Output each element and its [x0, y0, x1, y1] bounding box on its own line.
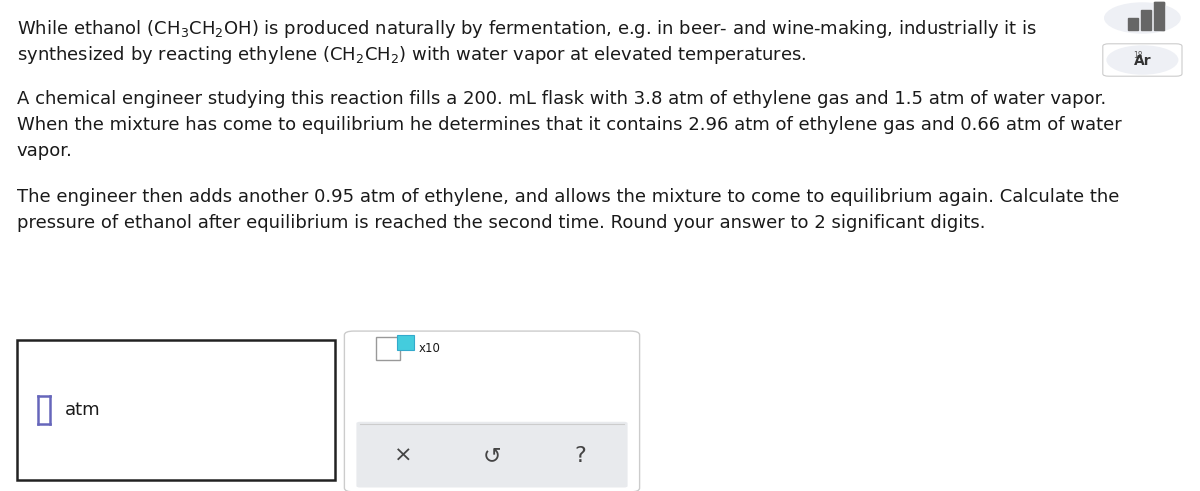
Text: 18: 18	[1133, 51, 1142, 60]
FancyBboxPatch shape	[1154, 1, 1164, 30]
Text: ↺: ↺	[482, 446, 502, 466]
Text: x10: x10	[419, 342, 440, 355]
Text: Ar: Ar	[1134, 54, 1151, 68]
Text: When the mixture has come to equilibrium he determines that it contains 2.96 atm: When the mixture has come to equilibrium…	[17, 116, 1122, 134]
FancyBboxPatch shape	[344, 331, 640, 491]
Text: atm: atm	[65, 401, 101, 419]
Text: While ethanol $\left(\mathrm{CH_3CH_2OH}\right)$ is produced naturally by fermen: While ethanol $\left(\mathrm{CH_3CH_2OH}…	[17, 18, 1037, 40]
FancyBboxPatch shape	[1141, 10, 1151, 30]
Circle shape	[1106, 45, 1178, 75]
FancyBboxPatch shape	[17, 340, 335, 480]
Text: pressure of ethanol after equilibrium is reached the second time. Round your ans: pressure of ethanol after equilibrium is…	[17, 214, 985, 232]
FancyBboxPatch shape	[1154, 1, 1164, 30]
Text: A chemical engineer studying this reaction fills a 200. mL flask with 3.8 atm of: A chemical engineer studying this reacti…	[17, 90, 1106, 108]
FancyBboxPatch shape	[397, 335, 414, 350]
Text: The engineer then adds another 0.95 atm of ethylene, and allows the mixture to c: The engineer then adds another 0.95 atm …	[17, 188, 1120, 206]
FancyBboxPatch shape	[376, 337, 400, 359]
Circle shape	[1104, 2, 1181, 34]
FancyBboxPatch shape	[356, 422, 628, 488]
FancyBboxPatch shape	[1141, 10, 1151, 30]
Text: ×: ×	[395, 446, 413, 466]
FancyBboxPatch shape	[1128, 18, 1138, 30]
Text: ?: ?	[575, 446, 586, 466]
FancyBboxPatch shape	[1128, 18, 1138, 30]
Text: vapor.: vapor.	[17, 142, 73, 160]
Text: synthesized by reacting ethylene $\left(\mathrm{CH_2CH_2}\right)$ with water vap: synthesized by reacting ethylene $\left(…	[17, 44, 806, 66]
